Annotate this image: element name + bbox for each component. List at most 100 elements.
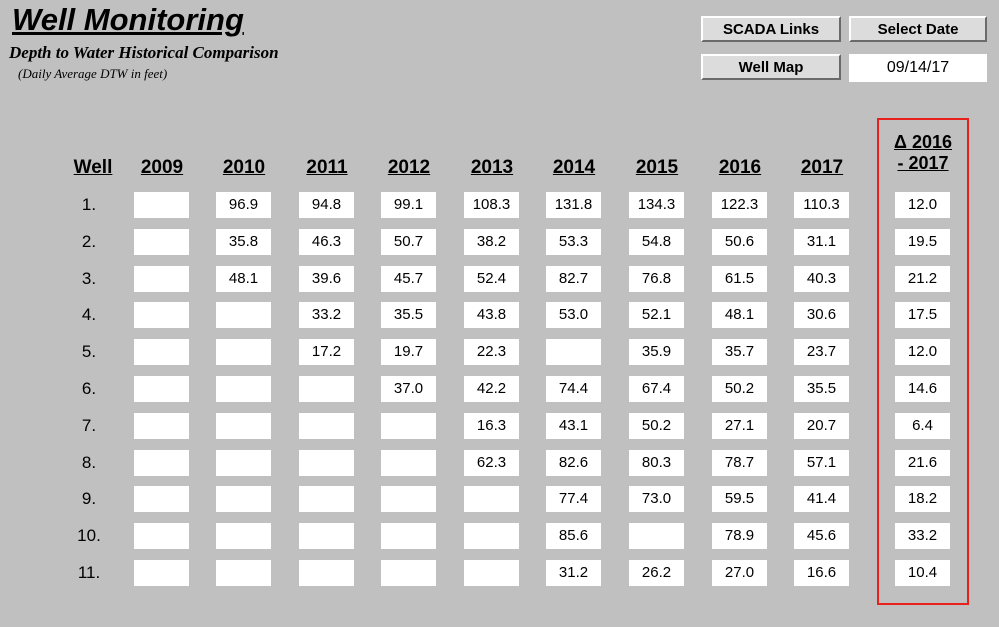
delta-cell: 10.4: [895, 560, 950, 586]
header-year-2013: 2013: [470, 157, 514, 178]
dtw-cell-2017: 35.5: [794, 376, 849, 402]
delta-cell: 12.0: [895, 192, 950, 218]
dtw-cell-2010: [216, 450, 271, 476]
dtw-cell-2010: [216, 302, 271, 328]
dtw-cell-2015: [629, 523, 684, 549]
dtw-cell-2010: [216, 523, 271, 549]
dtw-cell-2012: [381, 413, 436, 439]
dtw-cell-2014: 82.6: [546, 450, 601, 476]
header-year-2016: 2016: [718, 157, 762, 178]
dtw-cell-2014: 31.2: [546, 560, 601, 586]
dtw-cell-2014: [546, 339, 601, 365]
delta-cell: 12.0: [895, 339, 950, 365]
delta-column-highlight: [877, 118, 969, 605]
well-label: 11.: [77, 563, 101, 582]
dtw-cell-2011: 17.2: [299, 339, 354, 365]
dtw-cell-2011: [299, 376, 354, 402]
dtw-cell-2017: 57.1: [794, 450, 849, 476]
delta-cell: 17.5: [895, 302, 950, 328]
dtw-cell-2012: 45.7: [381, 266, 436, 292]
delta-cell: 18.2: [895, 486, 950, 512]
dtw-cell-2012: 99.1: [381, 192, 436, 218]
dtw-cell-2015: 73.0: [629, 486, 684, 512]
header-year-2009: 2009: [140, 157, 184, 178]
header-year-2014: 2014: [552, 157, 596, 178]
header-year-2015: 2015: [635, 157, 679, 178]
delta-cell: 14.6: [895, 376, 950, 402]
dtw-cell-2013: 22.3: [464, 339, 519, 365]
dtw-cell-2010: 48.1: [216, 266, 271, 292]
dtw-cell-2016: 61.5: [712, 266, 767, 292]
well-map-button[interactable]: Well Map: [701, 54, 841, 80]
dtw-cell-2017: 30.6: [794, 302, 849, 328]
dtw-cell-2015: 134.3: [629, 192, 684, 218]
dtw-cell-2013: [464, 486, 519, 512]
dtw-cell-2012: 50.7: [381, 229, 436, 255]
dtw-cell-2013: 42.2: [464, 376, 519, 402]
well-label: 7.: [81, 416, 97, 435]
dtw-cell-2009: [134, 229, 189, 255]
delta-cell: 21.2: [895, 266, 950, 292]
dtw-cell-2011: 33.2: [299, 302, 354, 328]
select-date-button[interactable]: Select Date: [849, 16, 987, 42]
dtw-cell-2010: [216, 339, 271, 365]
well-label: 8.: [81, 453, 97, 472]
page-title: Well Monitoring: [12, 2, 244, 37]
dtw-cell-2013: [464, 560, 519, 586]
scada-links-button[interactable]: SCADA Links: [701, 16, 841, 42]
dtw-cell-2015: 52.1: [629, 302, 684, 328]
dtw-cell-2013: 16.3: [464, 413, 519, 439]
dtw-cell-2011: 94.8: [299, 192, 354, 218]
dtw-cell-2015: 67.4: [629, 376, 684, 402]
dtw-cell-2016: 78.7: [712, 450, 767, 476]
dtw-cell-2012: [381, 523, 436, 549]
dtw-cell-2010: 96.9: [216, 192, 271, 218]
dtw-cell-2011: 46.3: [299, 229, 354, 255]
dtw-cell-2010: 35.8: [216, 229, 271, 255]
dtw-cell-2013: 108.3: [464, 192, 519, 218]
dtw-cell-2009: [134, 486, 189, 512]
delta-column-header: Δ 2016 - 2017: [880, 132, 966, 174]
dtw-cell-2015: 76.8: [629, 266, 684, 292]
delta-cell: 33.2: [895, 523, 950, 549]
dtw-cell-2011: [299, 523, 354, 549]
header-year-2011: 2011: [306, 157, 348, 178]
dtw-cell-2016: 59.5: [712, 486, 767, 512]
dtw-cell-2012: 37.0: [381, 376, 436, 402]
dtw-cell-2016: 48.1: [712, 302, 767, 328]
delta-header-line2: - 2017: [897, 153, 949, 173]
selected-date-field[interactable]: 09/14/17: [849, 54, 987, 82]
header-well: Well: [73, 157, 113, 178]
dtw-cell-2017: 41.4: [794, 486, 849, 512]
delta-cell: 21.6: [895, 450, 950, 476]
dtw-cell-2014: 82.7: [546, 266, 601, 292]
dtw-cell-2010: [216, 413, 271, 439]
dtw-cell-2017: 31.1: [794, 229, 849, 255]
dtw-cell-2015: 35.9: [629, 339, 684, 365]
delta-header-line1: Δ 2016: [894, 132, 952, 152]
dtw-cell-2012: [381, 450, 436, 476]
dtw-cell-2009: [134, 339, 189, 365]
dtw-cell-2009: [134, 523, 189, 549]
dtw-cell-2012: [381, 560, 436, 586]
delta-cell: 19.5: [895, 229, 950, 255]
dtw-cell-2013: 43.8: [464, 302, 519, 328]
dtw-cell-2010: [216, 486, 271, 512]
dtw-cell-2009: [134, 376, 189, 402]
well-label: 6.: [81, 379, 97, 398]
dtw-cell-2016: 35.7: [712, 339, 767, 365]
dtw-cell-2011: [299, 560, 354, 586]
dtw-cell-2011: [299, 413, 354, 439]
dtw-cell-2017: 20.7: [794, 413, 849, 439]
dtw-cell-2009: [134, 266, 189, 292]
dtw-cell-2017: 23.7: [794, 339, 849, 365]
dtw-cell-2009: [134, 302, 189, 328]
dtw-cell-2014: 77.4: [546, 486, 601, 512]
page-subtitle: Depth to Water Historical Comparison: [9, 43, 279, 62]
well-label: 2.: [81, 232, 97, 251]
dtw-cell-2017: 40.3: [794, 266, 849, 292]
dtw-cell-2009: [134, 560, 189, 586]
header-year-2010: 2010: [222, 157, 266, 178]
dtw-cell-2016: 122.3: [712, 192, 767, 218]
dtw-cell-2016: 27.0: [712, 560, 767, 586]
